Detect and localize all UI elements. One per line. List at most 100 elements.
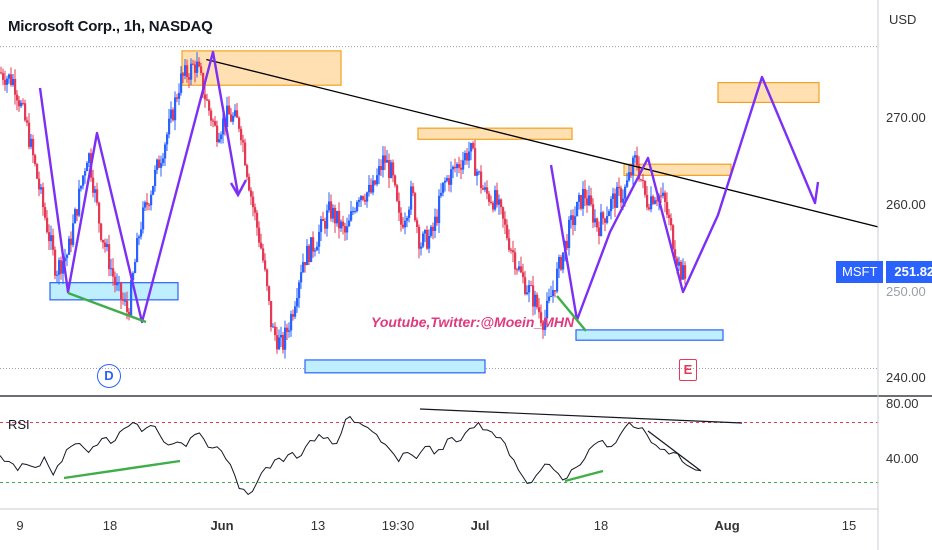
candle-down — [666, 202, 669, 215]
candle-down — [636, 155, 639, 166]
candle-down — [256, 212, 259, 228]
candle-up — [298, 282, 301, 299]
candle-up — [88, 153, 91, 163]
candle-down — [362, 196, 365, 200]
descending-trendline — [206, 58, 879, 228]
resistance-zone — [417, 127, 573, 140]
candle-down — [286, 327, 289, 332]
candle-up — [332, 207, 335, 219]
x-tick-label: 13 — [310, 518, 326, 533]
candle-down — [598, 227, 601, 236]
candle-up — [78, 188, 81, 216]
candle-down — [10, 74, 13, 86]
resistance-zone — [623, 163, 732, 176]
candle-up — [166, 134, 169, 145]
candle-up — [616, 186, 619, 208]
candle-up — [452, 166, 455, 170]
chart-title[interactable]: Microsoft Corp., 1h, NASDAQ — [8, 18, 213, 35]
candle-down — [148, 204, 151, 206]
candle-down — [572, 215, 575, 226]
candle-down — [158, 159, 161, 168]
candle-up — [404, 220, 407, 228]
candle-up — [272, 326, 275, 328]
candle-down — [42, 187, 45, 208]
watermark-text: Youtube,Twitter:@Moein_MHN — [371, 314, 575, 330]
candle-down — [192, 63, 195, 65]
candle-down — [454, 166, 457, 169]
candle-down — [460, 167, 463, 170]
candle-down — [244, 142, 247, 166]
candle-down — [312, 237, 315, 252]
candle-down — [398, 200, 401, 213]
candle-down — [642, 180, 645, 182]
candle-down — [538, 307, 541, 313]
candle-down — [396, 185, 399, 201]
candle-up — [456, 164, 459, 169]
candle-down — [304, 262, 307, 266]
candle-up — [168, 118, 171, 135]
candle-up — [470, 143, 473, 152]
candle-up — [484, 187, 487, 190]
candle-up — [550, 296, 553, 298]
candle-down — [400, 212, 403, 225]
candle-up — [594, 218, 597, 223]
candle-up — [576, 201, 579, 217]
candle-up — [588, 195, 591, 206]
candle-down — [516, 269, 519, 271]
candle-up — [570, 215, 573, 220]
candle-up — [356, 201, 359, 212]
candle-down — [122, 299, 125, 301]
candle-down — [432, 226, 435, 231]
candle-down — [508, 238, 511, 250]
rsi-trendline — [419, 408, 743, 424]
candle-down — [76, 209, 79, 216]
badge-price: 251.82 — [886, 261, 932, 283]
candle-up — [430, 226, 433, 236]
candle-down — [330, 201, 333, 219]
candle-down — [592, 204, 595, 223]
candle-down — [674, 249, 677, 259]
candle-up — [80, 185, 83, 189]
candle-down — [684, 265, 687, 279]
candle-down — [114, 276, 117, 286]
candle-down — [670, 218, 673, 226]
candle-up — [600, 212, 603, 236]
candle-up — [422, 233, 425, 247]
candle-down — [620, 188, 623, 203]
candle-down — [260, 242, 263, 249]
candle-down — [4, 79, 7, 85]
candle-down — [640, 179, 643, 181]
candle-down — [520, 266, 523, 273]
candle-down — [500, 199, 503, 208]
dividend-marker[interactable]: D — [97, 364, 121, 388]
candle-down — [656, 200, 659, 202]
candle-up — [476, 171, 479, 176]
candle-down — [248, 176, 251, 191]
candle-down — [474, 148, 477, 176]
candle-down — [188, 77, 191, 80]
candle-down — [510, 249, 513, 251]
rsi-label[interactable]: RSI — [8, 417, 30, 432]
candle-down — [680, 261, 683, 280]
candle-down — [120, 282, 123, 300]
candle-up — [682, 265, 685, 280]
candle-down — [540, 312, 543, 323]
candle-down — [292, 314, 295, 317]
support-zone — [304, 359, 486, 374]
candle-up — [72, 223, 75, 245]
candle-down — [602, 212, 605, 219]
candle-up — [358, 199, 361, 202]
candle-down — [322, 218, 325, 222]
candle-up — [610, 198, 613, 212]
candle-down — [618, 186, 621, 189]
candle-down — [344, 226, 347, 233]
candle-down — [108, 244, 111, 270]
pattern-mid — [549, 75, 820, 322]
candle-up — [442, 182, 445, 193]
candle-up — [608, 211, 611, 217]
earnings-marker[interactable]: E — [679, 359, 697, 381]
candle-down — [200, 66, 203, 73]
candle-up — [50, 235, 53, 242]
candle-down — [92, 177, 95, 193]
